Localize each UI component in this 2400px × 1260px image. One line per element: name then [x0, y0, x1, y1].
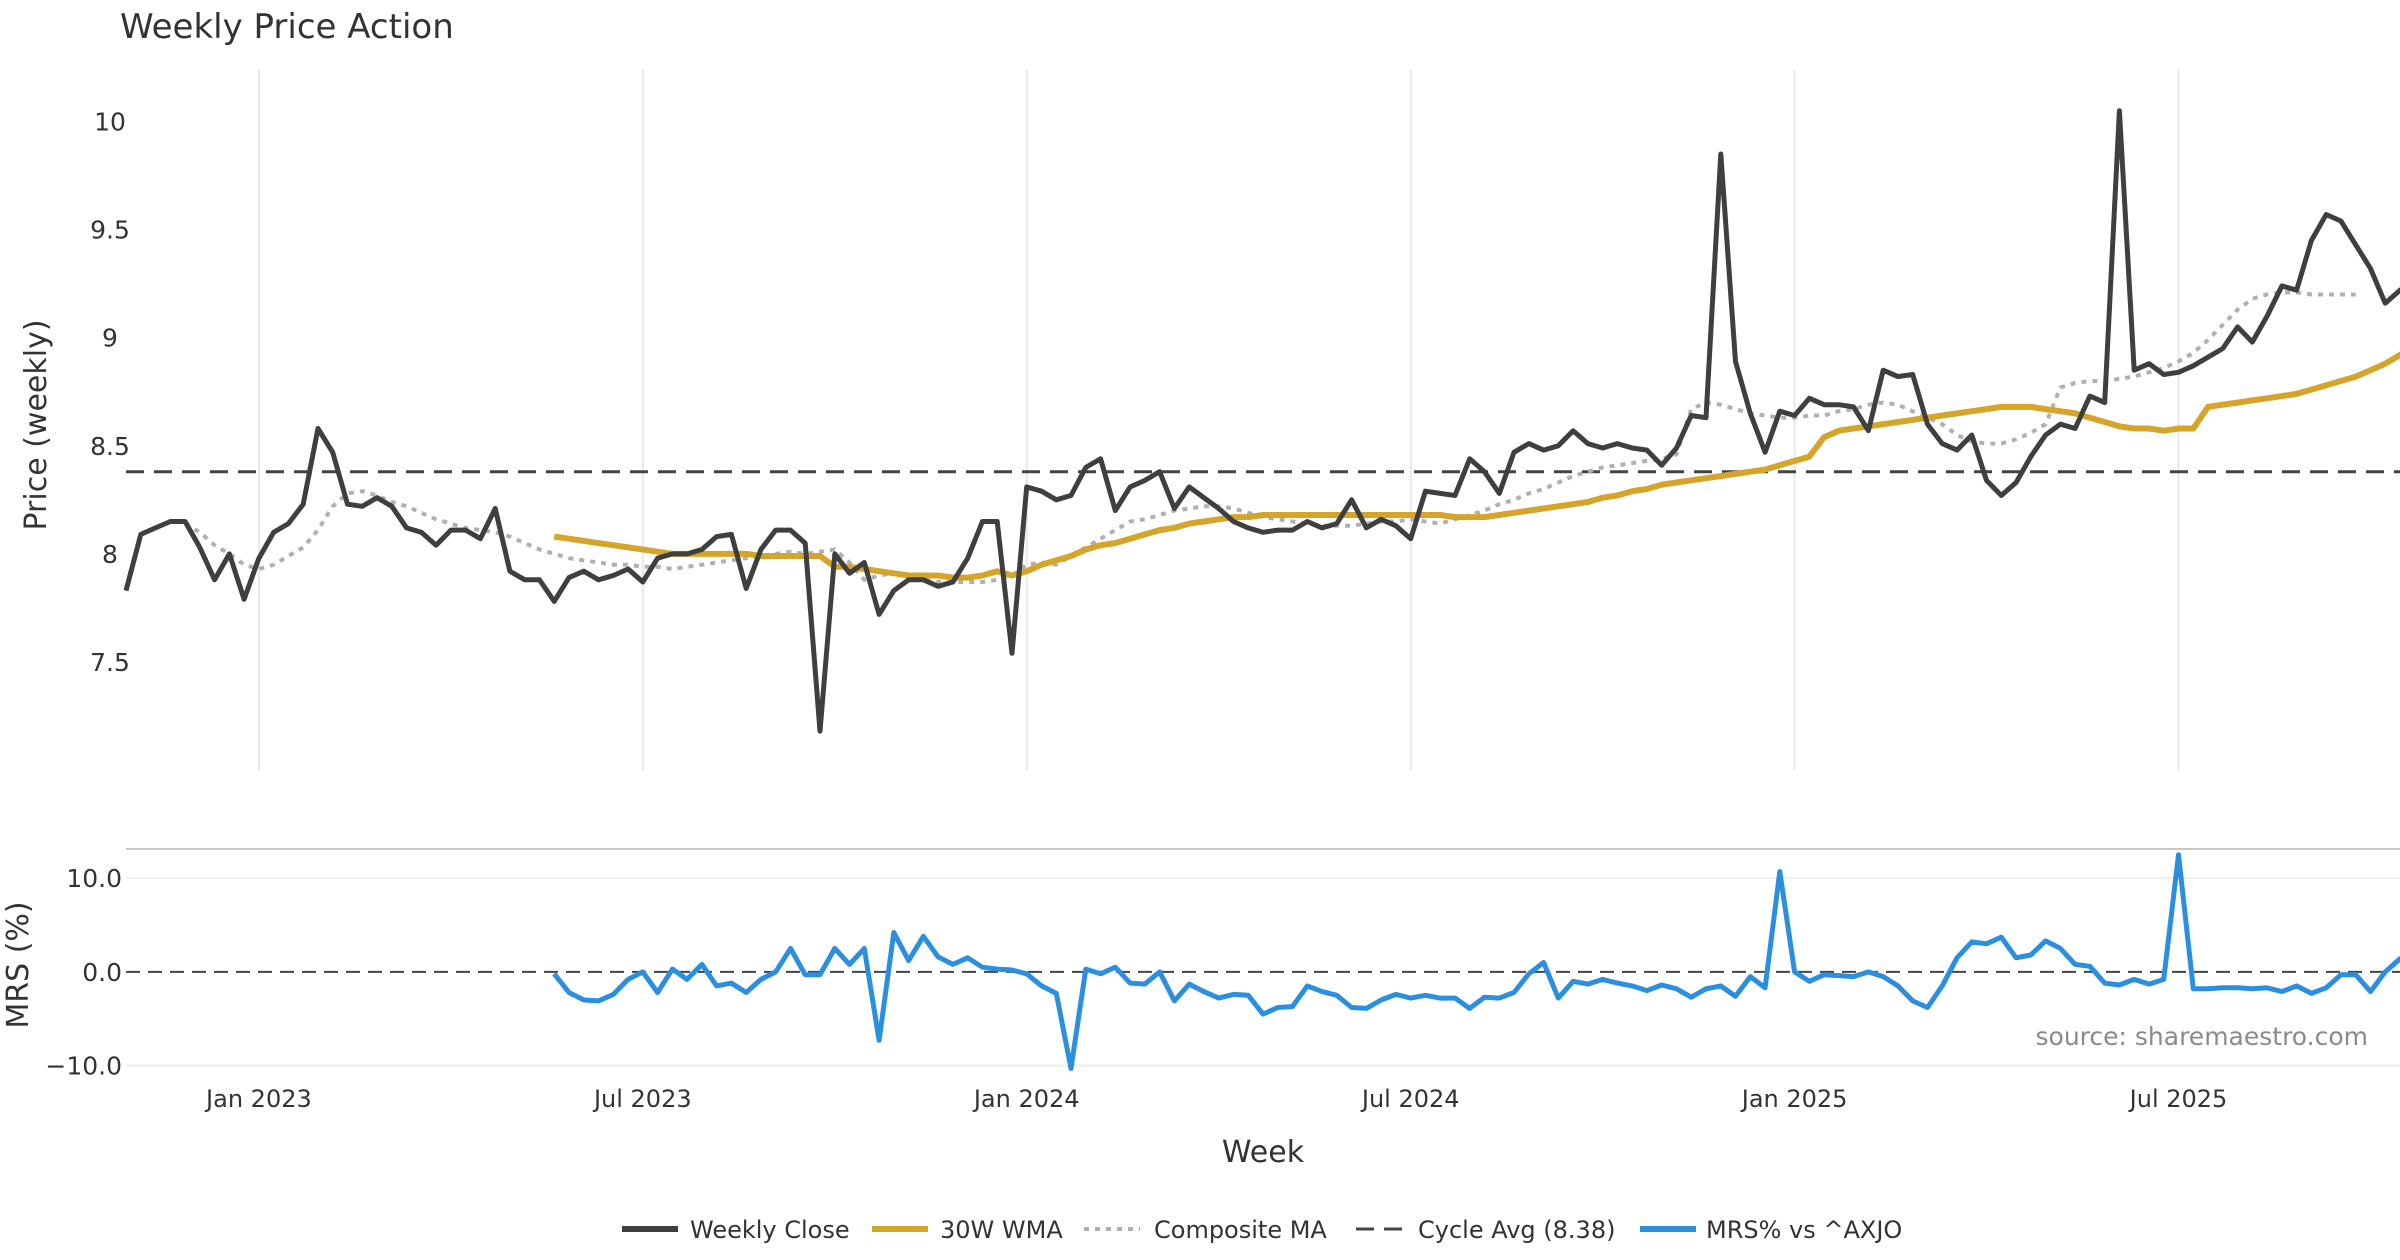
x-tick-label: Jan 2024 [972, 1085, 1080, 1113]
mrs-gridlines [126, 877, 2400, 1067]
mrs-y-tick-label: 0.0 [82, 958, 122, 987]
x-tick-label: Jan 2025 [1740, 1085, 1848, 1113]
price-y-axis-ticks: 7.5 8 8.5 9 9.5 10 [90, 108, 130, 677]
price-y-axis-label: Price (weekly) [19, 319, 54, 530]
price-y-tick-label: 8 [102, 540, 118, 569]
price-y-tick-label: 8.5 [90, 432, 130, 461]
price-gridlines [257, 70, 2180, 770]
mrs-y-tick-label: −10.0 [45, 1052, 122, 1081]
x-tick-label: Jul 2024 [1360, 1085, 1460, 1113]
x-tick-label: Jul 2023 [592, 1085, 692, 1113]
wma-30w-line [553, 351, 2400, 581]
composite-ma-line [184, 290, 2356, 584]
price-y-tick-label: 10 [94, 108, 126, 137]
legend-label-wma: 30W WMA [940, 1216, 1063, 1244]
chart-title: Weekly Price Action [120, 7, 454, 47]
price-y-tick-label: 9.5 [90, 216, 130, 245]
legend-label-composite: Composite MA [1154, 1216, 1327, 1244]
mrs-y-axis-label: MRS (%) [1, 901, 36, 1028]
legend-label-weekly-close: Weekly Close [690, 1216, 850, 1244]
weekly-close-line [123, 108, 2400, 734]
mrs-y-axis-ticks: 10.0 0.0 −10.0 [45, 864, 122, 1081]
price-y-tick-label: 7.5 [90, 648, 130, 677]
mrs-line [552, 852, 2400, 1071]
mrs-y-tick-label: 10.0 [66, 864, 122, 893]
x-tick-label: Jul 2025 [2128, 1085, 2228, 1113]
x-axis-label: Week [1222, 1135, 1305, 1170]
legend: Weekly Close 30W WMA Composite MA Cycle … [622, 1216, 1902, 1244]
legend-label-cycle: Cycle Avg (8.38) [1418, 1216, 1615, 1244]
source-note: source: sharemaestro.com [2036, 1022, 2369, 1051]
price-y-tick-label: 9 [102, 324, 118, 353]
legend-label-mrs: MRS% vs ^AXJO [1706, 1216, 1902, 1244]
x-axis-ticks: Jan 2023 Jul 2023 Jan 2024 Jul 2024 Jan 2025… [204, 1085, 2227, 1113]
x-tick-label: Jan 2023 [204, 1085, 312, 1113]
